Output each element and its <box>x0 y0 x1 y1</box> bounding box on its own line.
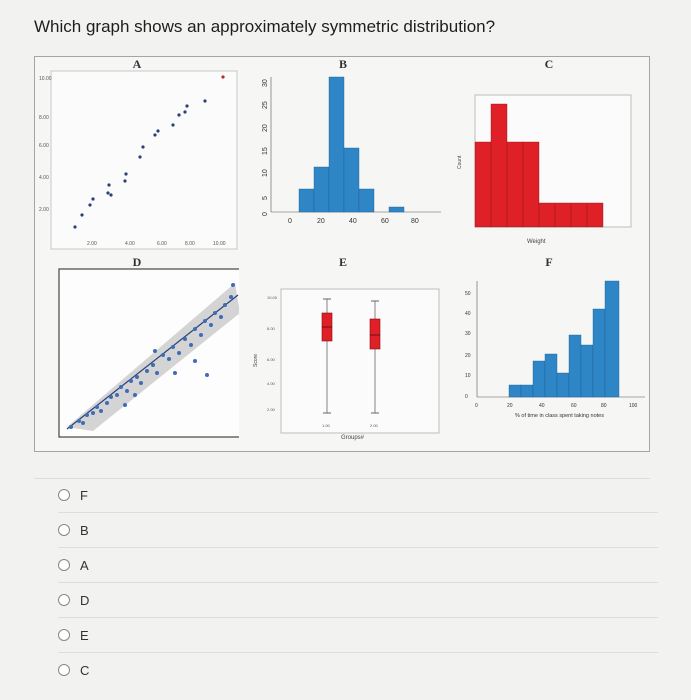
panel-f-yticks: 50 40 30 20 10 0 <box>465 291 471 400</box>
panel-c-ylabel: Count <box>457 155 463 169</box>
svg-text:20: 20 <box>262 124 269 132</box>
option-b[interactable]: B <box>58 513 658 548</box>
svg-text:40: 40 <box>465 311 471 317</box>
panel-e-ylabel: Score <box>253 354 259 367</box>
panel-a-xtick: 6.00 <box>157 241 167 247</box>
radio-button[interactable] <box>58 629 70 641</box>
panel-b-chart: 0 5 10 15 20 25 30 0 20 40 <box>262 76 441 225</box>
panel-e: E Score 10.00 8.00 6.00 4.00 2.00 <box>241 255 445 451</box>
radio-button[interactable] <box>58 524 70 536</box>
option-label: F <box>80 487 88 503</box>
panel-a-chart: 10.00 8.00 6.00 4.00 2.00 2.00 4.00 6.00… <box>39 70 238 250</box>
option-label: C <box>80 662 90 678</box>
radio-button[interactable] <box>58 489 70 501</box>
svg-text:0: 0 <box>475 403 478 409</box>
panel-d-points <box>69 283 235 429</box>
option-e[interactable]: E <box>58 618 658 653</box>
svg-text:40: 40 <box>539 403 545 409</box>
svg-text:60: 60 <box>571 403 577 409</box>
svg-text:20: 20 <box>465 353 471 359</box>
svg-text:80: 80 <box>601 403 607 409</box>
answer-options: F B A D E C <box>58 478 658 687</box>
svg-text:100: 100 <box>629 403 638 409</box>
panel-c-label: C <box>544 57 554 71</box>
option-label: B <box>80 522 89 538</box>
option-c[interactable]: C <box>58 653 658 687</box>
option-d[interactable]: D <box>58 583 658 618</box>
panel-d-chart <box>58 268 239 438</box>
panel-a-ytick: 4.00 <box>39 175 49 181</box>
svg-text:15: 15 <box>262 147 269 155</box>
svg-text:50: 50 <box>465 291 471 297</box>
graphs-grid: A 10.00 8.00 6.00 4.00 2.00 2.00 4.00 6.… <box>34 56 650 452</box>
svg-text:20: 20 <box>317 218 325 225</box>
panel-a-ytick: 8.00 <box>39 115 49 121</box>
panel-b-yticks: 0 5 10 15 20 25 30 <box>262 79 269 216</box>
panel-a-xtick: 4.00 <box>125 241 135 247</box>
svg-text:0: 0 <box>288 218 292 225</box>
panel-e-label: E <box>338 255 347 269</box>
panel-b-xticks: 0 20 40 60 80 <box>288 218 419 225</box>
panel-a-points <box>73 75 225 229</box>
panel-c-chart: Count Weight <box>457 94 632 245</box>
panel-a-xtick: 10.00 <box>213 241 226 247</box>
panel-a-ytick: 2.00 <box>39 207 49 213</box>
svg-text:10: 10 <box>465 373 471 379</box>
panel-d: D <box>35 255 239 451</box>
panel-e-xticks: 1.00 2.00 <box>322 423 379 428</box>
panel-e-box-2 <box>369 300 381 414</box>
svg-text:5: 5 <box>262 196 269 200</box>
panel-d-label: D <box>132 255 142 269</box>
svg-text:10: 10 <box>262 169 269 177</box>
svg-text:4.00: 4.00 <box>267 381 276 386</box>
svg-text:10.00: 10.00 <box>267 295 278 300</box>
svg-text:6.00: 6.00 <box>267 357 276 362</box>
panel-f: F 50 40 30 20 10 0 <box>447 255 651 451</box>
svg-text:2.00: 2.00 <box>267 407 276 412</box>
panel-c-xlabel: Weight <box>527 239 546 245</box>
svg-text:2.00: 2.00 <box>370 423 379 428</box>
svg-text:30: 30 <box>262 79 269 87</box>
radio-button[interactable] <box>58 559 70 571</box>
svg-text:60: 60 <box>381 218 389 225</box>
panel-a-ytick: 10.00 <box>39 76 52 82</box>
option-a[interactable]: A <box>58 548 658 583</box>
panel-e-box-1 <box>321 298 333 414</box>
panel-a: A 10.00 8.00 6.00 4.00 2.00 2.00 4.00 6.… <box>35 57 239 253</box>
option-label: E <box>80 627 89 643</box>
question-text: Which graph shows an approximately symme… <box>34 17 496 36</box>
panel-a-xtick: 2.00 <box>87 241 97 247</box>
panel-f-xlabel: % of time in class spent taking notes <box>515 413 604 419</box>
option-label: A <box>80 557 89 573</box>
options-divider <box>34 478 650 479</box>
svg-text:20: 20 <box>507 403 513 409</box>
radio-button[interactable] <box>58 594 70 606</box>
panel-a-xtick: 8.00 <box>185 241 195 247</box>
panel-c-bars <box>474 103 604 228</box>
svg-text:80: 80 <box>411 218 419 225</box>
radio-button[interactable] <box>58 664 70 676</box>
svg-text:25: 25 <box>262 101 269 109</box>
svg-text:8.00: 8.00 <box>267 326 276 331</box>
option-f[interactable]: F <box>58 478 658 513</box>
svg-text:30: 30 <box>465 331 471 337</box>
panel-b: B 0 5 10 15 20 25 30 0 <box>241 57 445 253</box>
svg-text:40: 40 <box>349 218 357 225</box>
panel-f-xticks: 0 20 40 60 80 100 <box>475 403 638 409</box>
panel-f-bars <box>508 280 620 398</box>
svg-text:0: 0 <box>465 394 468 400</box>
svg-text:1.00: 1.00 <box>322 423 331 428</box>
svg-text:0: 0 <box>262 212 269 216</box>
panel-c: C Count Weight <box>447 57 651 253</box>
panel-e-yticks: 10.00 8.00 6.00 4.00 2.00 <box>267 295 278 412</box>
panel-f-chart: 50 40 30 20 10 0 0 20 40 <box>465 280 645 419</box>
panel-e-chart: Score 10.00 8.00 6.00 4.00 2.00 <box>253 288 440 441</box>
panel-b-bars <box>298 76 405 213</box>
option-label: D <box>80 592 90 608</box>
panel-a-label: A <box>132 57 142 71</box>
panel-f-label: F <box>545 255 553 269</box>
panel-b-label: B <box>338 57 347 71</box>
panel-e-xlabel: Groups# <box>341 435 365 441</box>
panel-a-ytick: 6.00 <box>39 143 49 149</box>
